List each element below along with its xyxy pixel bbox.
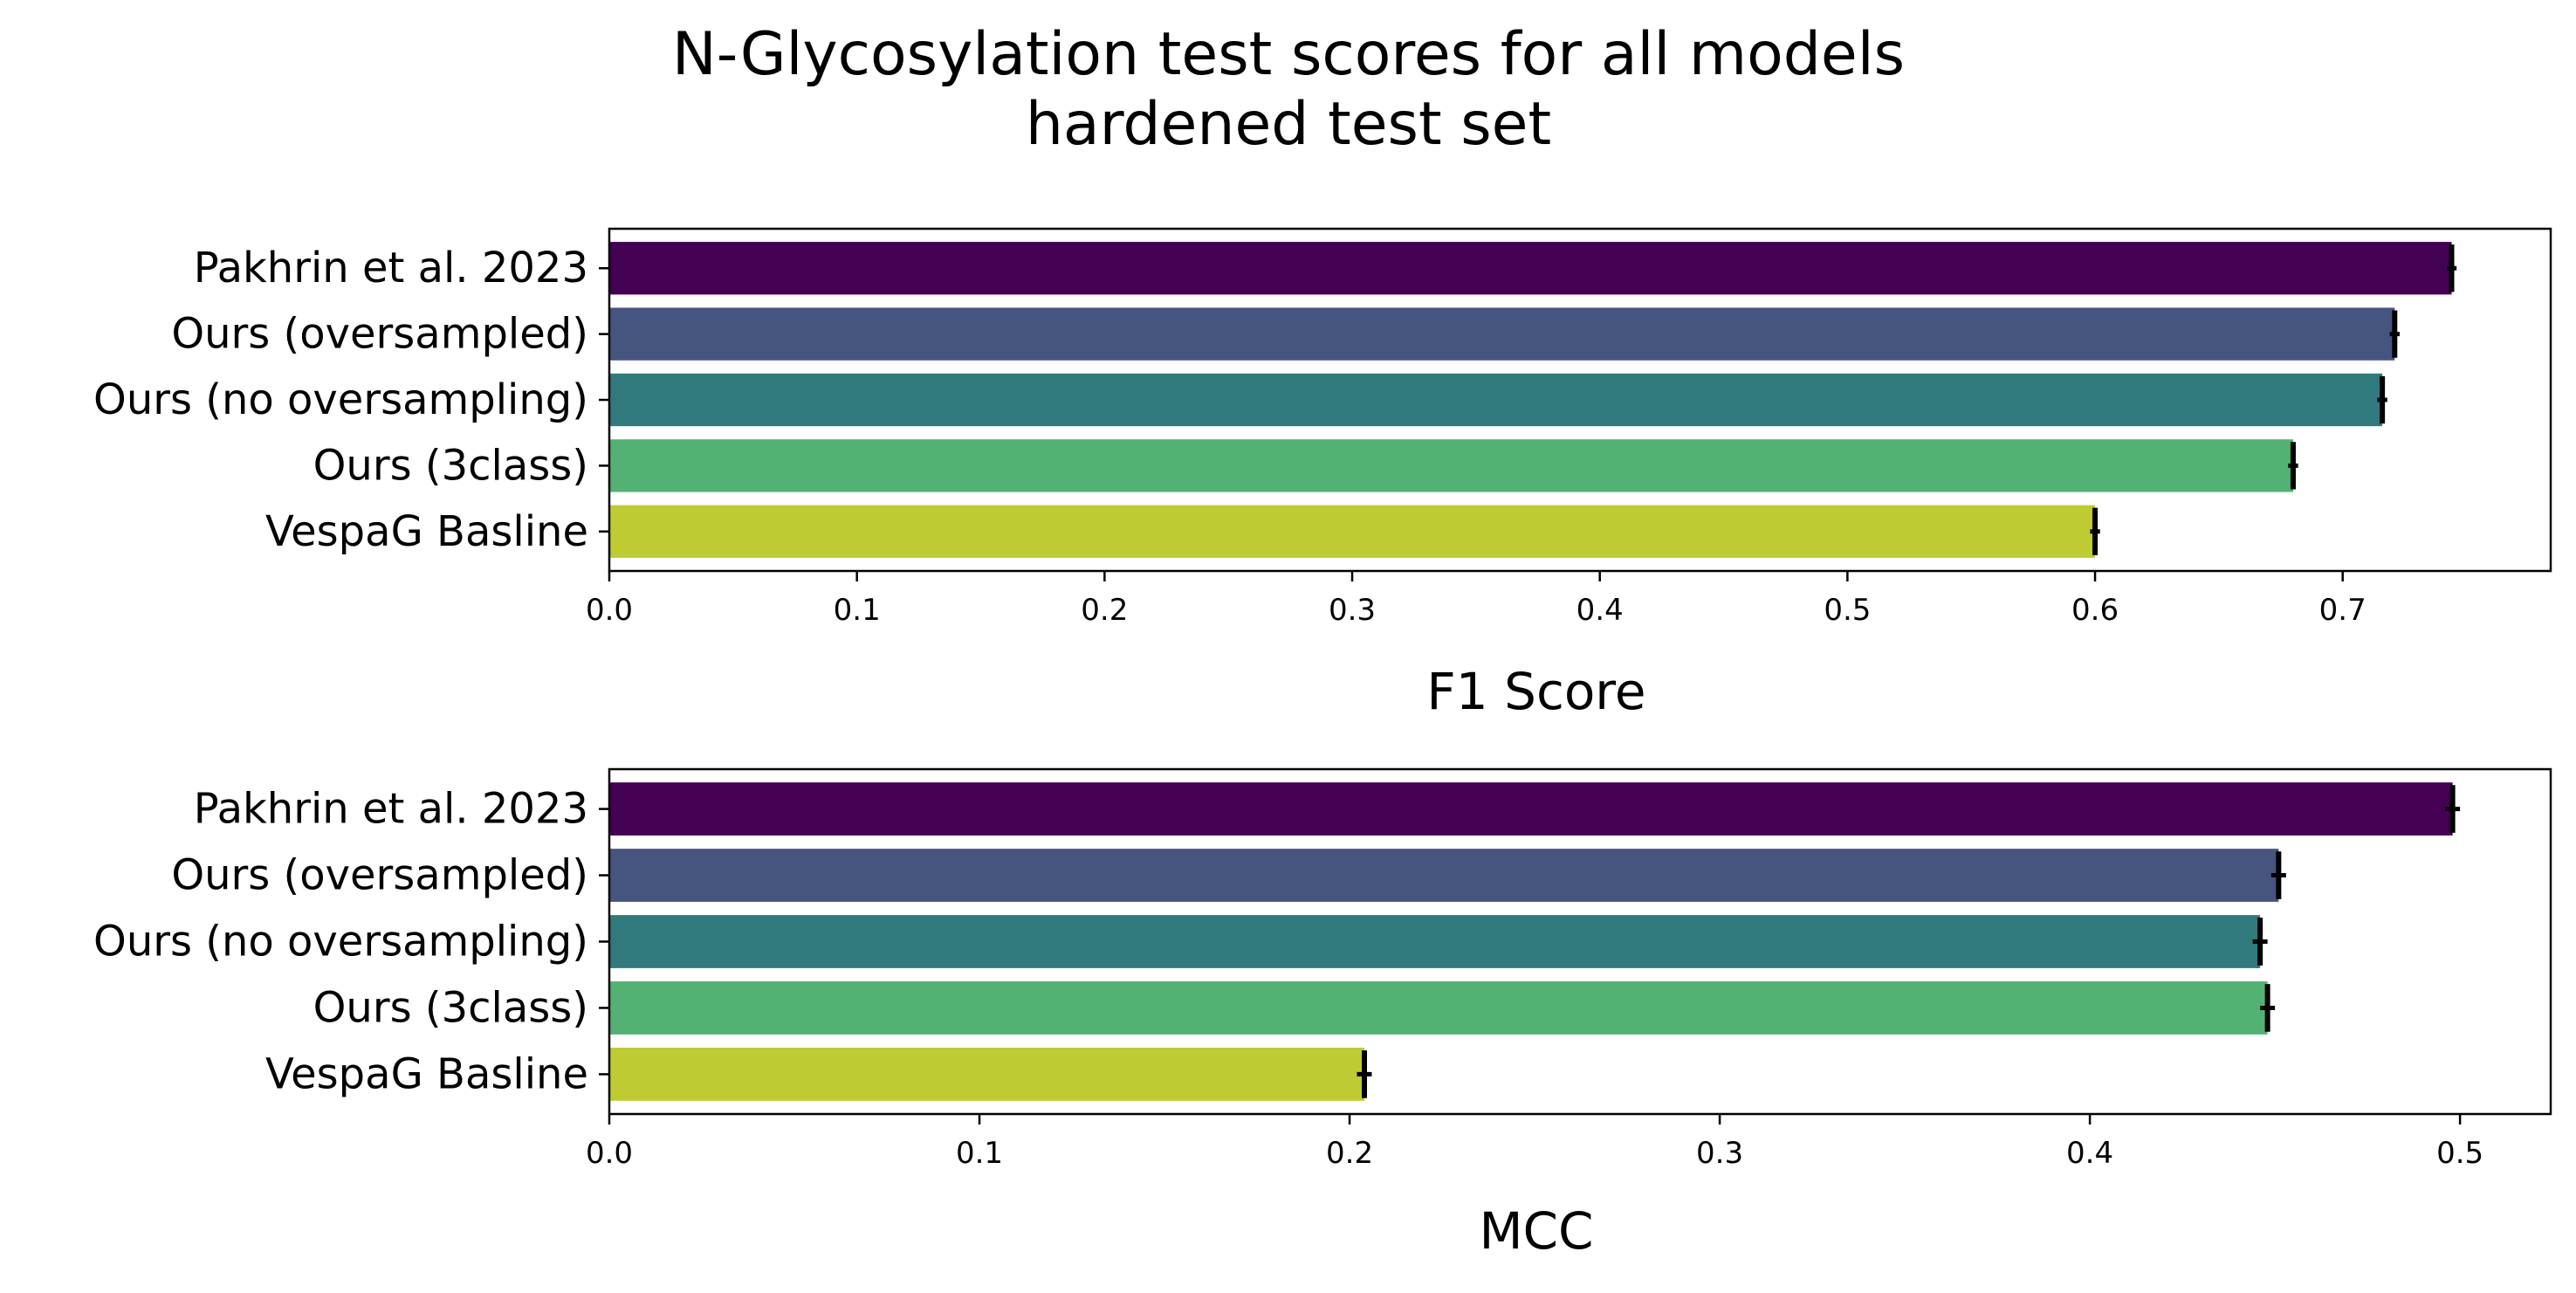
category-label-vespag-basline: VespaG Basline (265, 507, 588, 556)
x-tick-label: 0.6 (2071, 593, 2119, 628)
mcc-panel: Pakhrin et al. 2023 Ours (oversampled) Our… (93, 767, 2552, 1261)
bar-ours-3class (609, 981, 2268, 1035)
category-label-ours-oversampled: Ours (oversampled) (171, 851, 588, 900)
bar-ours-oversampled (609, 307, 2395, 361)
category-label-pakhrin-et-al-2023: Pakhrin et al. 2023 (194, 244, 588, 292)
category-label-ours-oversampled: Ours (oversampled) (171, 310, 588, 359)
chart-title-line-2: hardened test set (1026, 90, 1551, 159)
bar-ours-no-oversampling (609, 373, 2383, 427)
bar-pakhrin-et-al-2023 (609, 782, 2453, 836)
axes-frame (608, 227, 2552, 573)
x-tick-label: 0.0 (586, 1136, 633, 1171)
bar-pakhrin-et-al-2023 (609, 242, 2452, 295)
category-label-ours-3class: Ours (3class) (313, 441, 588, 490)
category-label-ours-no-oversampling: Ours (no oversampling) (93, 918, 588, 966)
bar-ours-no-oversampling (609, 915, 2261, 968)
f1-score-panel: Pakhrin et al. 2023 Ours (oversampled) Our… (93, 227, 2552, 721)
x-tick-label: 0.7 (2319, 593, 2366, 628)
x-tick-label: 0.0 (586, 593, 633, 628)
x-tick-label: 0.3 (1696, 1136, 1743, 1171)
x-tick-label: 0.2 (1081, 593, 1128, 628)
bar-vespag-basline (609, 505, 2096, 558)
chart-title-line-1: N-Glycosylation test scores for all mode… (672, 20, 1905, 89)
x-axis-label: F1 Score (1426, 662, 1645, 721)
x-tick-label: 0.1 (956, 1136, 1003, 1171)
category-label-ours-no-oversampling: Ours (no oversampling) (93, 375, 588, 424)
category-label-vespag-basline: VespaG Basline (265, 1049, 588, 1098)
x-tick-label: 0.5 (2436, 1136, 2483, 1171)
x-tick-label: 0.1 (834, 593, 881, 628)
bar-ours-3class (609, 439, 2293, 492)
x-tick-label: 0.4 (2066, 1136, 2113, 1171)
bar-ours-oversampled (609, 849, 2279, 902)
x-tick-label: 0.5 (1824, 593, 1871, 628)
category-label-ours-3class: Ours (3class) (313, 983, 588, 1032)
x-tick-label: 0.2 (1326, 1136, 1373, 1171)
x-axis-label: MCC (1479, 1201, 1593, 1261)
x-tick-label: 0.3 (1329, 593, 1376, 628)
axes-frame (608, 767, 2552, 1116)
bar-vespag-basline (609, 1048, 1365, 1101)
x-tick-label: 0.4 (1577, 593, 1624, 628)
category-label-pakhrin-et-al-2023: Pakhrin et al. 2023 (194, 785, 588, 834)
